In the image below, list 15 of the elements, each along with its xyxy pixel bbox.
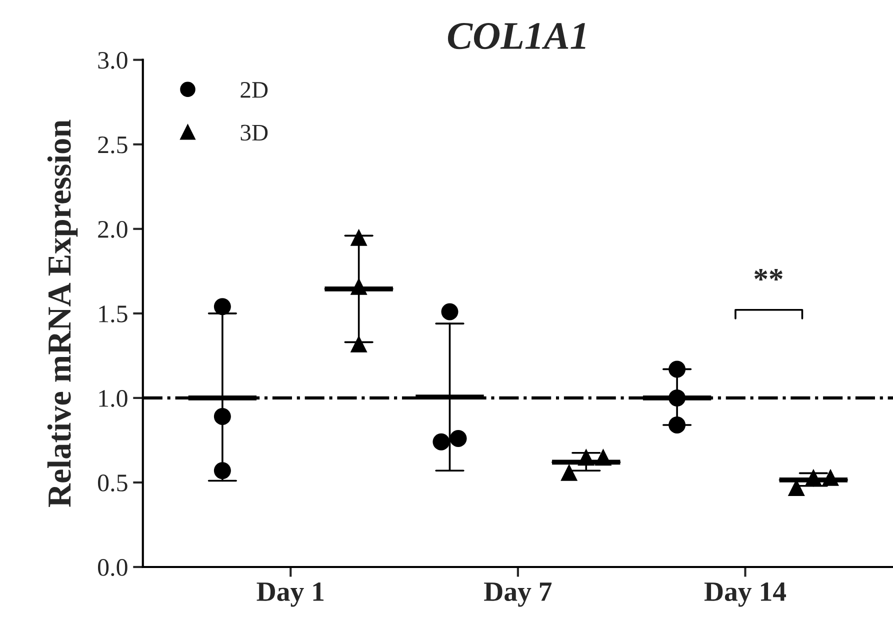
y-tick-label: 1.5 — [99, 306, 128, 322]
legend-label: 2D — [240, 82, 268, 98]
y-tick-label: 2.0 — [98, 220, 128, 238]
y-tick-label: 3.0 — [98, 52, 128, 69]
y-tick-label: 2.5 — [98, 136, 128, 154]
x-tick-label: Day 7 — [484, 582, 552, 607]
y-tick-label: 0.0 — [98, 559, 128, 576]
legend-label: 3D — [240, 124, 268, 141]
x-tick-label: Day 1 — [256, 582, 324, 607]
y-tick-label: 0.5 — [98, 474, 128, 492]
y-tick-label: 1.0 — [99, 390, 128, 407]
x-tick-label: Day 14 — [704, 582, 786, 607]
chart-title: COL1A1 — [448, 22, 586, 50]
annotation: ** — [754, 269, 782, 281]
y-axis-title: Relative mRNA Expression — [47, 120, 78, 508]
